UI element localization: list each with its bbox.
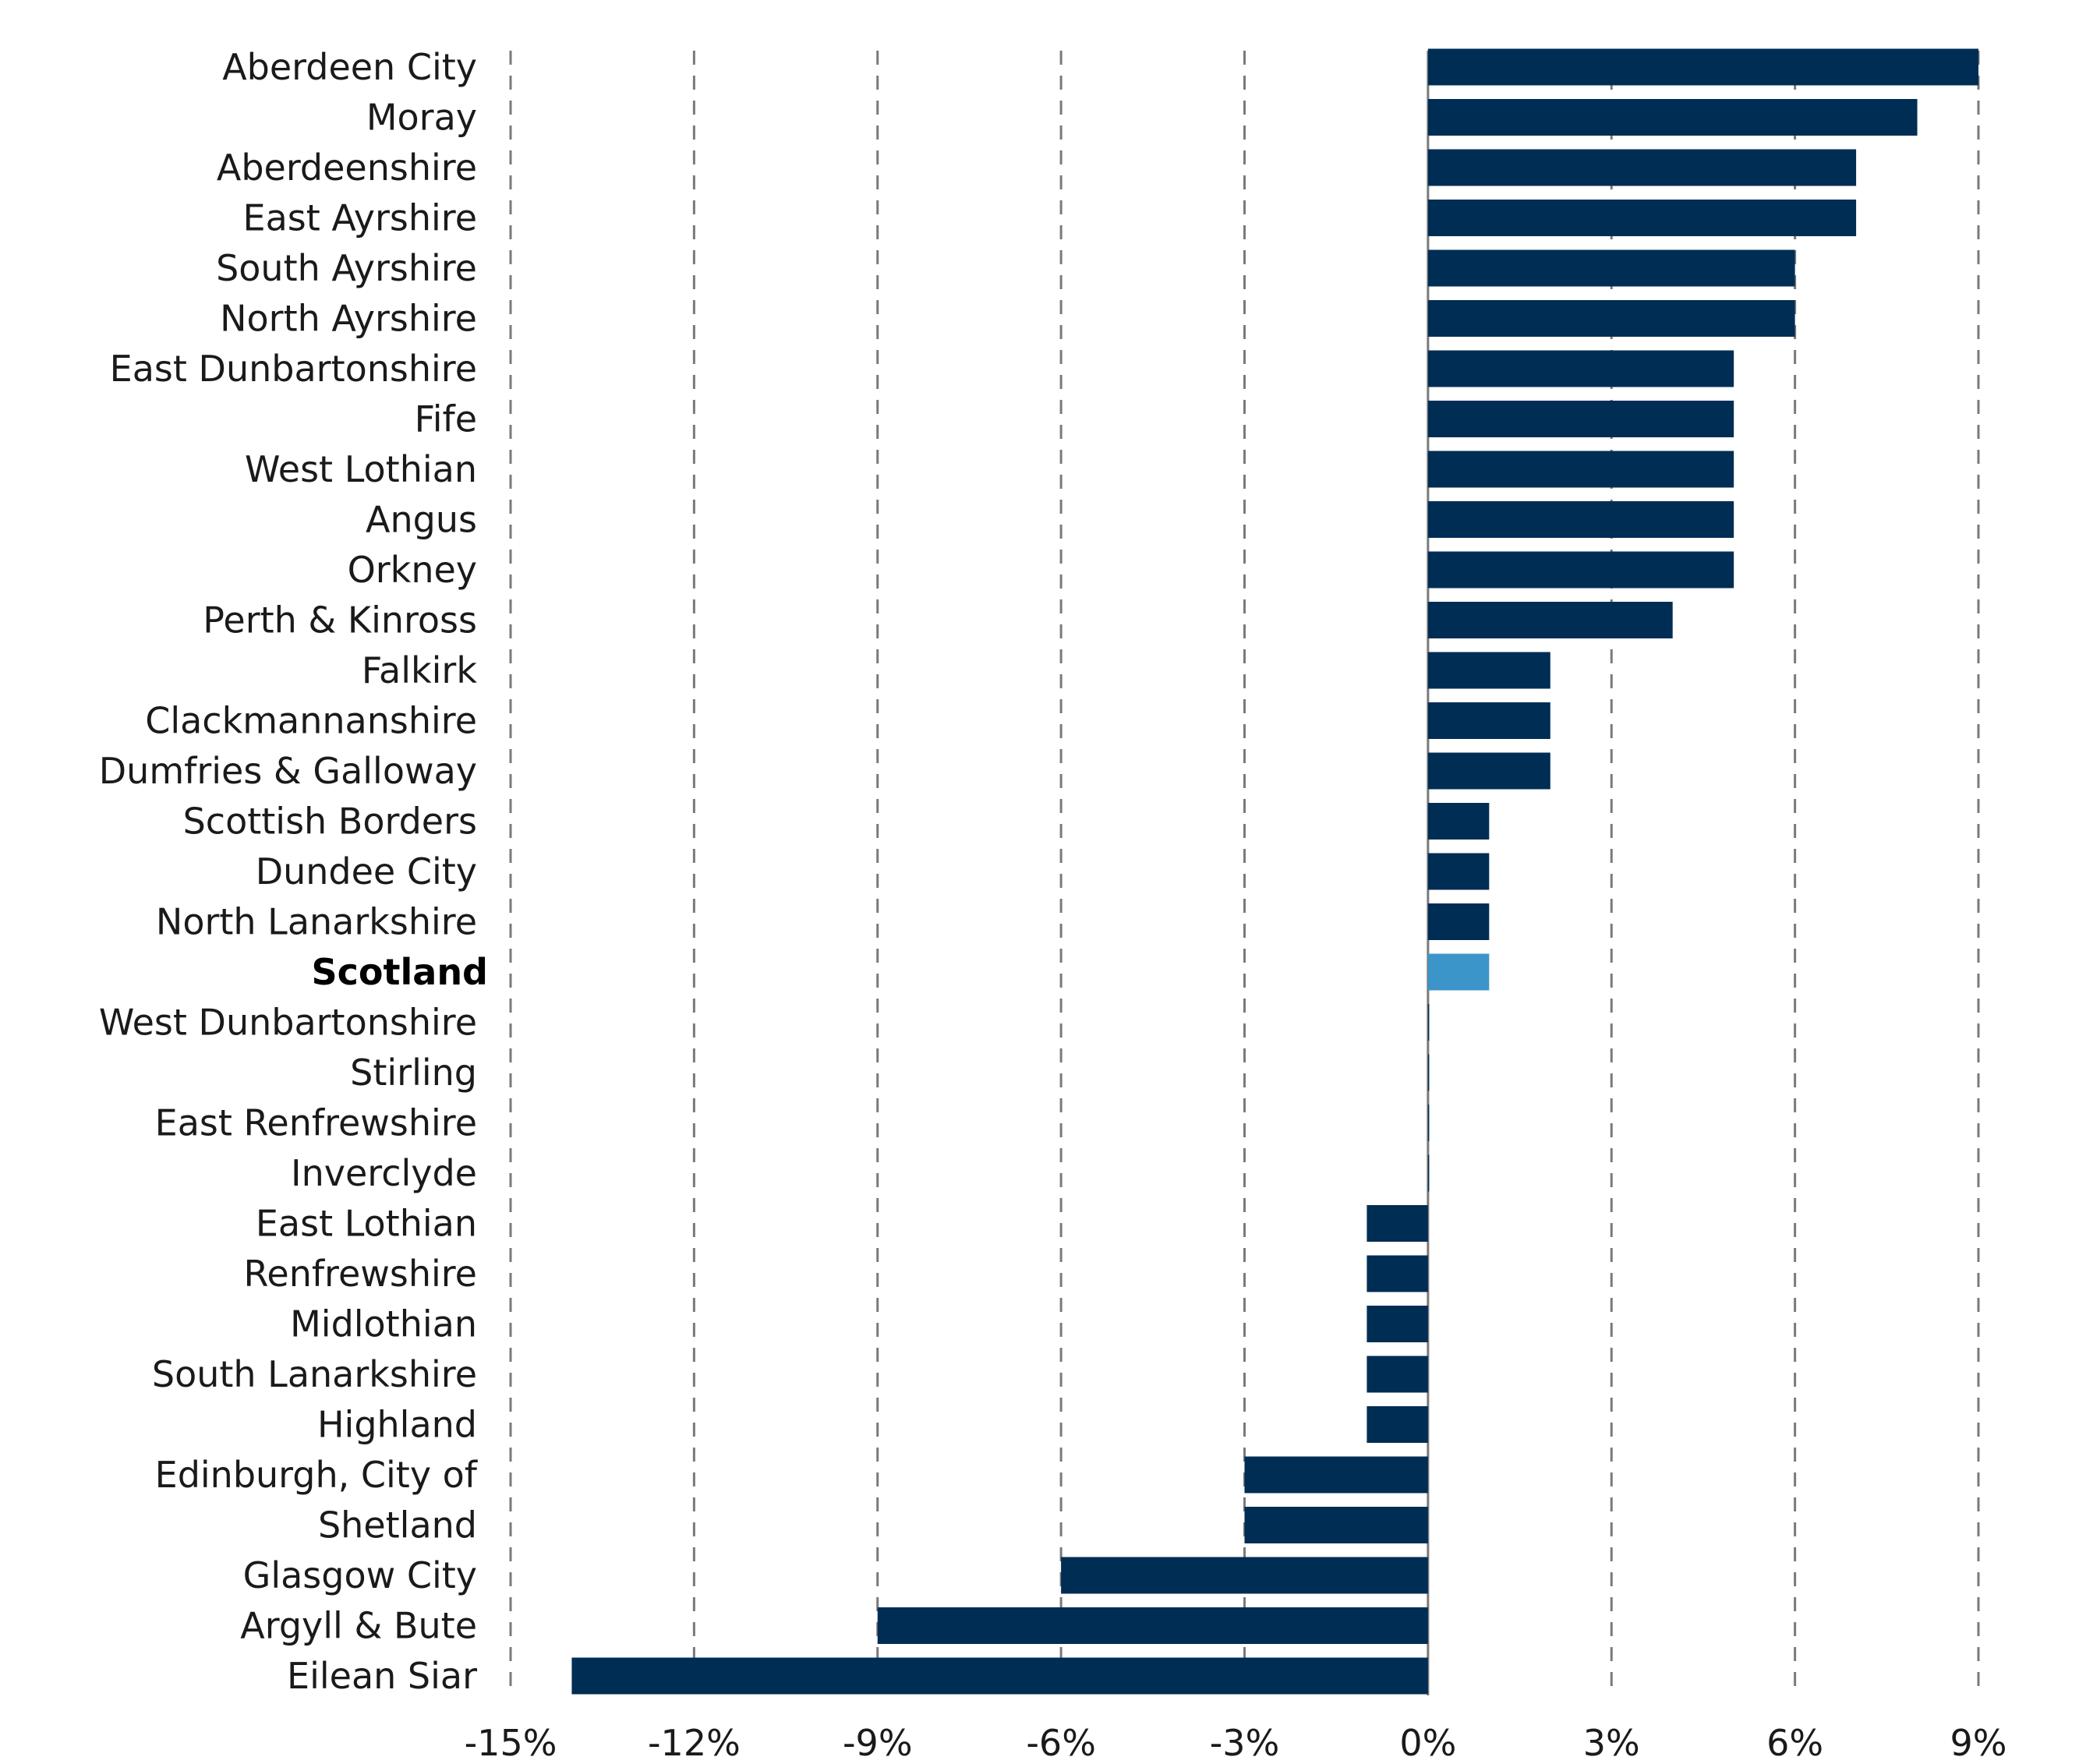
bar-east-dunbartonshire [1427, 350, 1734, 387]
bar-orkney [1427, 551, 1734, 589]
category-label-scottish-borders: Scottish Borders [183, 801, 477, 843]
category-label-orkney: Orkney [348, 549, 477, 591]
category-label-dundee-city: Dundee City [256, 850, 477, 893]
category-label-south-ayrshire: South Ayrshire [216, 247, 477, 289]
bar-east-lothian [1367, 1205, 1428, 1242]
x-tick-label: 6% [1766, 1722, 1823, 1764]
bar-aberdeenshire [1427, 149, 1857, 186]
bar-dundee-city [1427, 853, 1490, 890]
bar-glasgow-city [1061, 1557, 1428, 1594]
bar-falkirk [1427, 652, 1550, 689]
category-label-falkirk: Falkirk [362, 649, 478, 691]
bar-south-ayrshire [1427, 249, 1795, 287]
category-label-stirling: Stirling [350, 1052, 477, 1094]
bar-renfrewshire [1367, 1255, 1428, 1292]
category-label-east-lothian: East Lothian [256, 1203, 477, 1245]
bar-stirling [1427, 1054, 1430, 1091]
gridlines [509, 51, 1980, 1695]
category-label-clackmannanshire: Clackmannanshire [145, 700, 477, 742]
bar-argyll-and-bute [877, 1607, 1428, 1644]
bar-inverclyde [1427, 1154, 1430, 1192]
bar-south-lanarkshire [1367, 1356, 1428, 1393]
category-label-perth-and-kinross: Perth & Kinross [203, 599, 477, 642]
category-label-edinburgh-city-of: Edinburgh, City of [155, 1454, 479, 1496]
category-labels: Aberdeen City Moray Aberdeenshire East Ayrs… [99, 46, 488, 1697]
bar-eilean-siar [571, 1657, 1428, 1695]
bar-east-ayrshire [1427, 200, 1857, 236]
bar-west-lothian [1427, 451, 1734, 488]
category-label-angus: Angus [366, 499, 477, 541]
category-label-midlothian: Midlothian [290, 1303, 477, 1345]
bar-angus [1427, 501, 1734, 538]
category-label-west-dunbartonshire: West Dunbartonshire [99, 1002, 477, 1044]
bar-shetland [1244, 1507, 1428, 1543]
x-tick-label: -6% [1026, 1722, 1096, 1764]
category-label-fife: Fife [415, 398, 477, 440]
bar-edinburgh-city-of [1244, 1456, 1428, 1494]
category-label-eilean-siar: Eilean Siar [287, 1655, 477, 1697]
category-label-shetland: Shetland [318, 1504, 477, 1547]
x-tick-label: -9% [843, 1722, 913, 1764]
bar-scotland [1427, 953, 1490, 991]
category-label-east-dunbartonshire: East Dunbartonshire [110, 348, 477, 390]
category-label-renfrewshire: Renfrewshire [244, 1253, 477, 1295]
category-label-highland: Highland [317, 1404, 477, 1446]
x-tick-label: -15% [465, 1722, 557, 1764]
category-label-glasgow-city: Glasgow City [243, 1554, 477, 1596]
bar-clackmannanshire [1427, 702, 1550, 739]
category-label-north-lanarkshire: North Lanarkshire [156, 901, 477, 943]
category-label-aberdeenshire: Aberdeenshire [217, 147, 477, 189]
bar-perth-and-kinross [1427, 602, 1673, 638]
bar-north-lanarkshire [1427, 903, 1490, 940]
bar-east-renfrewshire [1427, 1105, 1430, 1141]
bar-west-dunbartonshire [1427, 1004, 1430, 1041]
bar-moray [1427, 99, 1918, 136]
bar-midlothian [1367, 1306, 1428, 1342]
category-label-aberdeen-city: Aberdeen City [222, 46, 477, 88]
x-tick-label: 9% [1950, 1722, 2007, 1764]
category-label-argyll-and-bute: Argyll & Bute [240, 1605, 477, 1647]
bars [571, 48, 1978, 1695]
x-tick-label: -3% [1210, 1722, 1280, 1764]
category-label-moray: Moray [366, 97, 477, 139]
category-label-west-lothian: West Lothian [245, 448, 477, 490]
bar-fife [1427, 401, 1734, 437]
x-tick-label: -12% [648, 1722, 741, 1764]
category-label-inverclyde: Inverclyde [291, 1152, 477, 1194]
category-label-dumfries-and-galloway: Dumfries & Galloway [99, 750, 477, 792]
bar-aberdeen-city [1427, 48, 1978, 86]
bar-north-ayrshire [1427, 300, 1795, 337]
bar-highland [1367, 1406, 1428, 1443]
category-label-south-lanarkshire: South Lanarkshire [152, 1353, 477, 1395]
x-tick-label: 0% [1399, 1722, 1456, 1764]
bar-dumfries-and-galloway [1427, 752, 1550, 790]
bar-scottish-borders [1427, 803, 1490, 840]
x-axis-tick-labels: -15% -12% -9% -6% -3% 0% 3% 6% 9% [465, 1722, 2007, 1764]
category-label-north-ayrshire: North Ayrshire [220, 298, 477, 340]
category-label-scotland: Scotland [312, 951, 488, 993]
category-label-east-ayrshire: East Ayrshire [243, 197, 477, 239]
x-tick-label: 3% [1583, 1722, 1640, 1764]
category-label-east-renfrewshire: East Renfrewshire [155, 1102, 477, 1144]
